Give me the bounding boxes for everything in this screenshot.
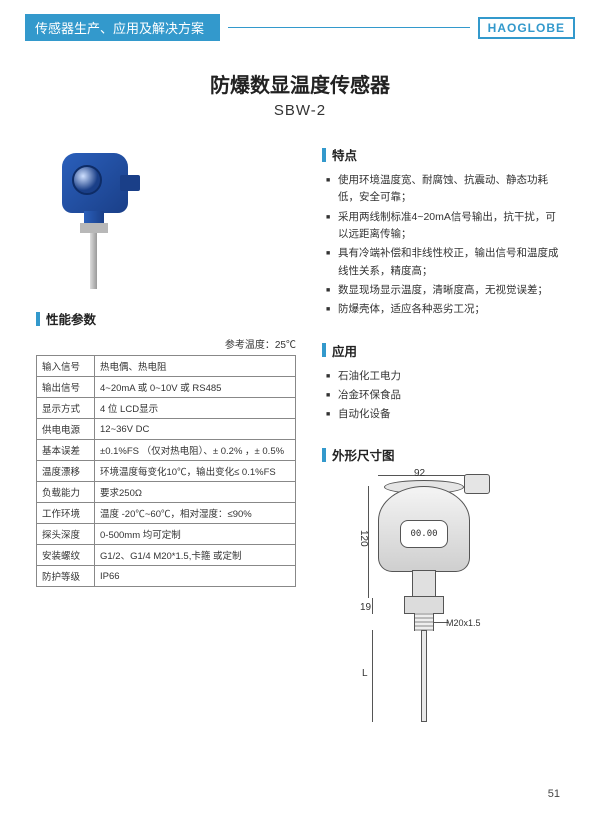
dimension-diagram: 92 00.00 120 19 L M20x1.5 — [322, 472, 532, 732]
application-item: 石油化工电力 — [326, 368, 564, 385]
dim-height-hex: 19 — [360, 602, 371, 613]
section-header-dimension: 外形尺寸图 — [322, 445, 564, 464]
product-image — [42, 137, 150, 295]
table-cell: 热电偶、热电阻 — [95, 356, 296, 377]
spec-table: 输入信号热电偶、热电阻输出信号4~20mA 或 0~10V 或 RS485显示方… — [36, 355, 296, 587]
table-cell: 4 位 LCD显示 — [95, 398, 296, 419]
table-cell: 12~36V DC — [95, 419, 296, 440]
table-row: 工作环境温度 -20℃~60℃，相对湿度：≤90% — [37, 503, 296, 524]
table-cell: 供电电源 — [37, 419, 95, 440]
table-cell: 防护等级 — [37, 566, 95, 587]
dim-length-stem: L — [362, 668, 368, 679]
table-cell: 负载能力 — [37, 482, 95, 503]
table-row: 输出信号4~20mA 或 0~10V 或 RS485 — [37, 377, 296, 398]
table-cell: 输出信号 — [37, 377, 95, 398]
table-cell: 要求250Ω — [95, 482, 296, 503]
params-title: 性能参数 — [46, 309, 96, 328]
section-header-params: 性能参数 — [36, 309, 296, 328]
table-row: 温度漂移环境温度每变化10℃，输出变化≤ 0.1%FS — [37, 461, 296, 482]
table-cell: 工作环境 — [37, 503, 95, 524]
table-cell: ±0.1%FS （仅对热电阻）、± 0.2% ，± 0.5% — [95, 440, 296, 461]
dim-display: 00.00 — [400, 520, 448, 548]
feature-item: 采用两线制标准4~20mA信号输出，抗干扰，可以远距离传输； — [326, 209, 564, 244]
product-model: SBW-2 — [0, 102, 600, 119]
applications-list: 石油化工电力冶金环保食品自动化设备 — [322, 368, 564, 424]
feature-item: 数显现场显示温度，清晰度高，无视觉误差； — [326, 282, 564, 299]
feature-item: 具有冷端补偿和非线性校正，输出信号和温度成线性关系，精度高； — [326, 245, 564, 280]
table-row: 负载能力要求250Ω — [37, 482, 296, 503]
table-cell: 安装螺纹 — [37, 545, 95, 566]
application-item: 冶金环保食品 — [326, 387, 564, 404]
page-number: 51 — [548, 788, 560, 800]
table-cell: 探头深度 — [37, 524, 95, 545]
table-row: 防护等级IP66 — [37, 566, 296, 587]
feature-item: 使用环境温度宽、耐腐蚀、抗震动、静态功耗低，安全可靠； — [326, 172, 564, 207]
title-block: 防爆数显温度传感器 SBW-2 — [0, 69, 600, 119]
brand-logo: HAOGLOBE — [478, 17, 575, 39]
table-cell: IP66 — [95, 566, 296, 587]
reference-temperature: 参考温度：25℃ — [36, 336, 296, 351]
table-cell: 0-500mm 均可定制 — [95, 524, 296, 545]
table-cell: 显示方式 — [37, 398, 95, 419]
table-cell: 温度 -20℃~60℃，相对湿度：≤90% — [95, 503, 296, 524]
table-row: 基本误差±0.1%FS （仅对热电阻）、± 0.2% ，± 0.5% — [37, 440, 296, 461]
header-divider — [228, 27, 470, 28]
table-row: 探头深度0-500mm 均可定制 — [37, 524, 296, 545]
table-row: 安装螺纹G1/2、G1/4 M20*1.5,卡箍 或定制 — [37, 545, 296, 566]
table-cell: 输入信号 — [37, 356, 95, 377]
feature-item: 防爆壳体，适应各种恶劣工况； — [326, 301, 564, 318]
table-cell: 基本误差 — [37, 440, 95, 461]
dim-width: 92 — [414, 468, 425, 479]
features-title: 特点 — [332, 145, 357, 164]
table-row: 输入信号热电偶、热电阻 — [37, 356, 296, 377]
section-header-apps: 应用 — [322, 341, 564, 360]
application-item: 自动化设备 — [326, 406, 564, 423]
dim-thread: M20x1.5 — [446, 618, 481, 628]
header-tag: 传感器生产、应用及解决方案 — [25, 14, 220, 41]
header-bar: 传感器生产、应用及解决方案 HAOGLOBE — [0, 0, 600, 51]
table-cell: 温度漂移 — [37, 461, 95, 482]
table-cell: 环境温度每变化10℃，输出变化≤ 0.1%FS — [95, 461, 296, 482]
dim-height-body: 120 — [358, 530, 369, 547]
features-list: 使用环境温度宽、耐腐蚀、抗震动、静态功耗低，安全可靠；采用两线制标准4~20mA… — [322, 172, 564, 319]
section-header-features: 特点 — [322, 145, 564, 164]
table-row: 显示方式4 位 LCD显示 — [37, 398, 296, 419]
product-title: 防爆数显温度传感器 — [0, 69, 600, 98]
table-cell: 4~20mA 或 0~10V 或 RS485 — [95, 377, 296, 398]
dimension-title: 外形尺寸图 — [332, 445, 395, 464]
table-row: 供电电源12~36V DC — [37, 419, 296, 440]
apps-title: 应用 — [332, 341, 357, 360]
table-cell: G1/2、G1/4 M20*1.5,卡箍 或定制 — [95, 545, 296, 566]
